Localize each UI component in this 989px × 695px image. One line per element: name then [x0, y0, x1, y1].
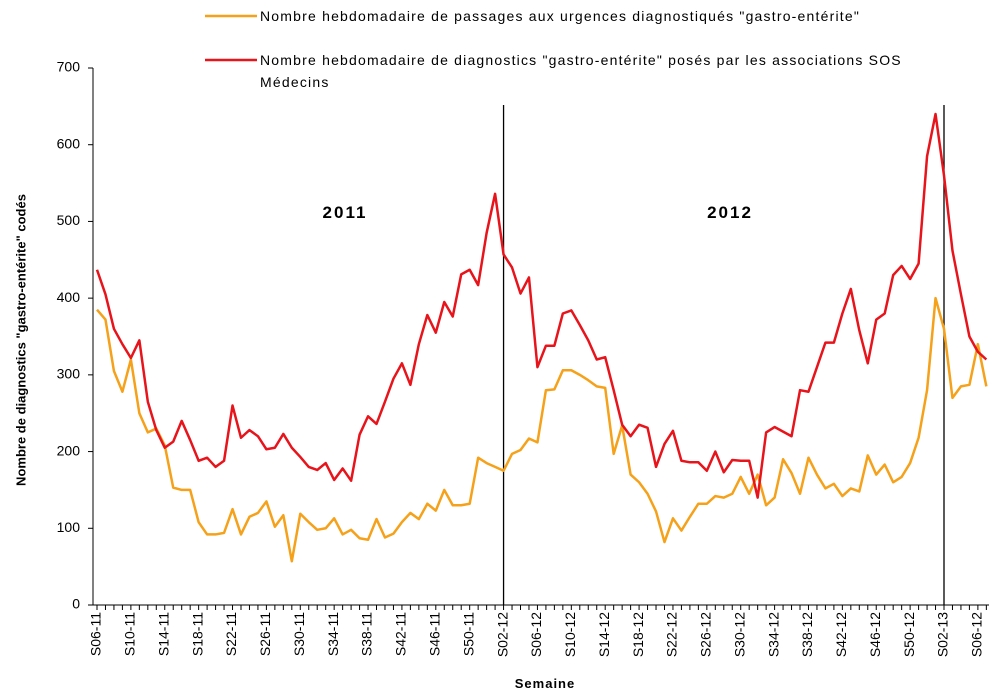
x-tick-label: S18-12 [630, 612, 646, 657]
x-tick-label: S50-11 [460, 612, 476, 656]
x-tick-label: S38-11 [359, 612, 375, 656]
x-tick-label: S18-11 [189, 612, 205, 656]
y-tick-label: 200 [57, 442, 81, 458]
series-line [96, 296, 988, 563]
y-tick-label: 700 [57, 59, 81, 75]
x-tick-label: S46-11 [427, 612, 443, 656]
x-tick-label: S26-11 [257, 612, 273, 656]
x-tick-label: S30-11 [291, 612, 307, 656]
y-tick-label: 400 [57, 289, 81, 305]
x-tick-label: S06-11 [88, 612, 104, 656]
x-tick-label: S06-12 [969, 612, 985, 657]
x-tick-label: S42-11 [393, 612, 409, 656]
y-tick-label: 500 [57, 212, 81, 228]
y-axis-label: Nombre de diagnostics "gastro-entérite" … [13, 194, 28, 486]
x-tick-label: S14-11 [155, 612, 171, 656]
y-tick-label: 0 [72, 596, 80, 612]
x-tick-label: S30-12 [731, 612, 747, 657]
x-tick-label: S10-11 [122, 612, 138, 656]
x-tick-label: S46-12 [867, 612, 883, 657]
y-tick-label: 600 [57, 135, 81, 151]
x-axis-label: Semaine [515, 676, 575, 691]
series-line [95, 112, 988, 499]
x-tick-label: S22-11 [223, 612, 239, 656]
x-tick-label: S34-12 [765, 612, 781, 657]
x-tick-label: S06-12 [528, 612, 544, 657]
x-tick-label: S02-12 [494, 612, 510, 657]
x-tick-label: S34-11 [325, 612, 341, 656]
x-tick-label: S38-12 [799, 612, 815, 657]
x-tick-label: S22-12 [664, 612, 680, 657]
x-tick-label: S10-12 [562, 612, 578, 657]
x-tick-label: S50-12 [901, 612, 917, 657]
y-tick-label: 100 [57, 519, 81, 535]
annotation: 2011 [323, 203, 368, 222]
x-tick-label: S14-12 [596, 612, 612, 657]
annotation: 2012 [707, 203, 753, 222]
legend-label: Nombre hebdomadaire de diagnostics "gast… [260, 52, 902, 90]
x-tick-label: S02-13 [935, 612, 951, 657]
y-tick-label: 300 [57, 366, 81, 382]
x-tick-label: S26-12 [698, 612, 714, 657]
legend-label: Nombre hebdomadaire de passages aux urge… [260, 8, 861, 24]
x-tick-label: S42-12 [833, 612, 849, 657]
